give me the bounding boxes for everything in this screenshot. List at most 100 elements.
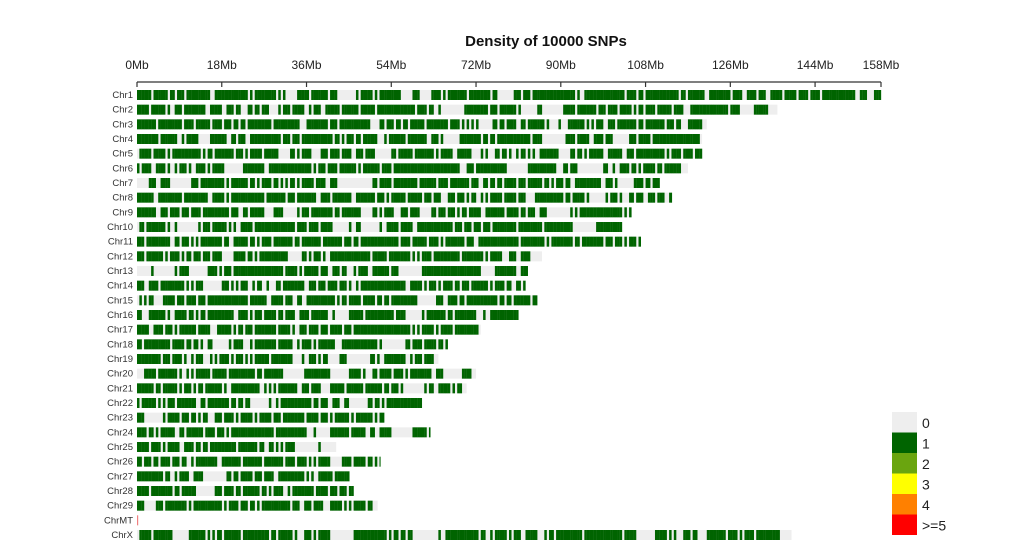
density-bin bbox=[511, 266, 514, 276]
density-bin bbox=[155, 148, 159, 159]
density-bin bbox=[770, 90, 773, 100]
density-bin bbox=[516, 236, 519, 247]
density-bin bbox=[403, 354, 406, 364]
density-bin bbox=[513, 119, 517, 130]
density-bin bbox=[174, 134, 178, 144]
density-bin bbox=[553, 148, 557, 159]
density-bin bbox=[643, 134, 646, 144]
density-bin bbox=[370, 104, 373, 115]
density-bin bbox=[480, 148, 484, 159]
density-bin bbox=[407, 222, 411, 232]
density-bin bbox=[137, 280, 140, 291]
density-bin bbox=[202, 207, 206, 218]
density-bin bbox=[414, 178, 418, 188]
density-bin bbox=[412, 178, 415, 188]
density-bin bbox=[231, 368, 234, 379]
density-bin bbox=[297, 192, 300, 203]
density-bin bbox=[318, 104, 321, 115]
density-bin bbox=[287, 104, 291, 115]
density-bin bbox=[294, 236, 298, 247]
density-bin bbox=[367, 310, 371, 320]
density-bin bbox=[532, 530, 536, 540]
density-bin bbox=[447, 222, 451, 232]
density-bin bbox=[523, 222, 526, 232]
density-bin bbox=[318, 368, 321, 379]
density-bin bbox=[224, 442, 227, 452]
density-bin bbox=[363, 368, 366, 379]
density-bin bbox=[367, 280, 371, 291]
density-bin bbox=[487, 90, 491, 100]
density-bin bbox=[290, 471, 293, 482]
density-bin bbox=[294, 412, 298, 423]
density-bin bbox=[214, 266, 218, 276]
density-bin bbox=[233, 456, 237, 467]
density-bin bbox=[817, 90, 820, 100]
density-bin bbox=[598, 134, 601, 144]
density-bin bbox=[572, 119, 576, 130]
density-bin bbox=[186, 339, 189, 350]
density-bin bbox=[523, 178, 526, 188]
density-bin bbox=[337, 324, 340, 335]
density-bin bbox=[516, 148, 519, 159]
density-bin bbox=[492, 134, 496, 144]
density-bin bbox=[570, 207, 573, 218]
density-bin bbox=[297, 280, 300, 291]
density-bin bbox=[687, 90, 691, 100]
density-bin bbox=[666, 104, 670, 115]
density-bin bbox=[440, 236, 444, 247]
density-bin bbox=[450, 192, 453, 203]
density-bin bbox=[179, 383, 182, 394]
density-bin bbox=[629, 104, 632, 115]
density-bin bbox=[238, 486, 241, 496]
density-bin bbox=[344, 456, 347, 467]
density-bin bbox=[184, 163, 187, 174]
density-bin bbox=[440, 207, 444, 218]
density-bin bbox=[330, 178, 333, 188]
density-bin bbox=[450, 266, 453, 276]
density-bin bbox=[242, 456, 246, 467]
density-bin bbox=[365, 310, 368, 320]
density-bin bbox=[264, 500, 267, 511]
density-bin bbox=[231, 280, 234, 291]
density-bin bbox=[527, 134, 531, 144]
density-bin bbox=[520, 178, 524, 188]
density-bin bbox=[454, 295, 458, 306]
density-bin bbox=[525, 295, 528, 306]
density-bin bbox=[631, 148, 634, 159]
density-bin bbox=[311, 236, 314, 247]
density-bin bbox=[431, 339, 434, 350]
density-bin bbox=[148, 236, 152, 247]
density-bin bbox=[412, 236, 415, 247]
density-bin bbox=[266, 134, 269, 144]
density-bin bbox=[158, 530, 161, 540]
density-bin bbox=[431, 383, 434, 394]
density-bin bbox=[217, 368, 220, 379]
density-bin bbox=[360, 412, 364, 423]
density-bin bbox=[614, 192, 618, 203]
density-bin bbox=[353, 324, 357, 335]
density-bin bbox=[339, 251, 342, 262]
density-bin bbox=[257, 90, 260, 100]
density-bin bbox=[513, 310, 517, 320]
density-bin bbox=[384, 530, 387, 540]
density-bin bbox=[487, 163, 491, 174]
density-bin bbox=[200, 456, 204, 467]
density-bin bbox=[184, 104, 187, 115]
density-bin bbox=[346, 236, 350, 247]
density-bin bbox=[431, 163, 434, 174]
density-bin bbox=[254, 427, 258, 438]
density-bin bbox=[221, 442, 225, 452]
density-bin bbox=[273, 236, 277, 247]
density-bin bbox=[450, 324, 453, 335]
density-bin bbox=[306, 339, 310, 350]
density-bin bbox=[285, 104, 288, 115]
density-bin bbox=[567, 222, 571, 232]
density-bin bbox=[428, 339, 432, 350]
density-bin bbox=[574, 119, 578, 130]
density-bin bbox=[242, 295, 246, 306]
density-bin bbox=[202, 192, 206, 203]
density-bin bbox=[680, 104, 684, 115]
chromosome-chr9: Chr9 bbox=[112, 207, 632, 218]
density-bin bbox=[195, 530, 199, 540]
density-bin bbox=[226, 471, 229, 482]
